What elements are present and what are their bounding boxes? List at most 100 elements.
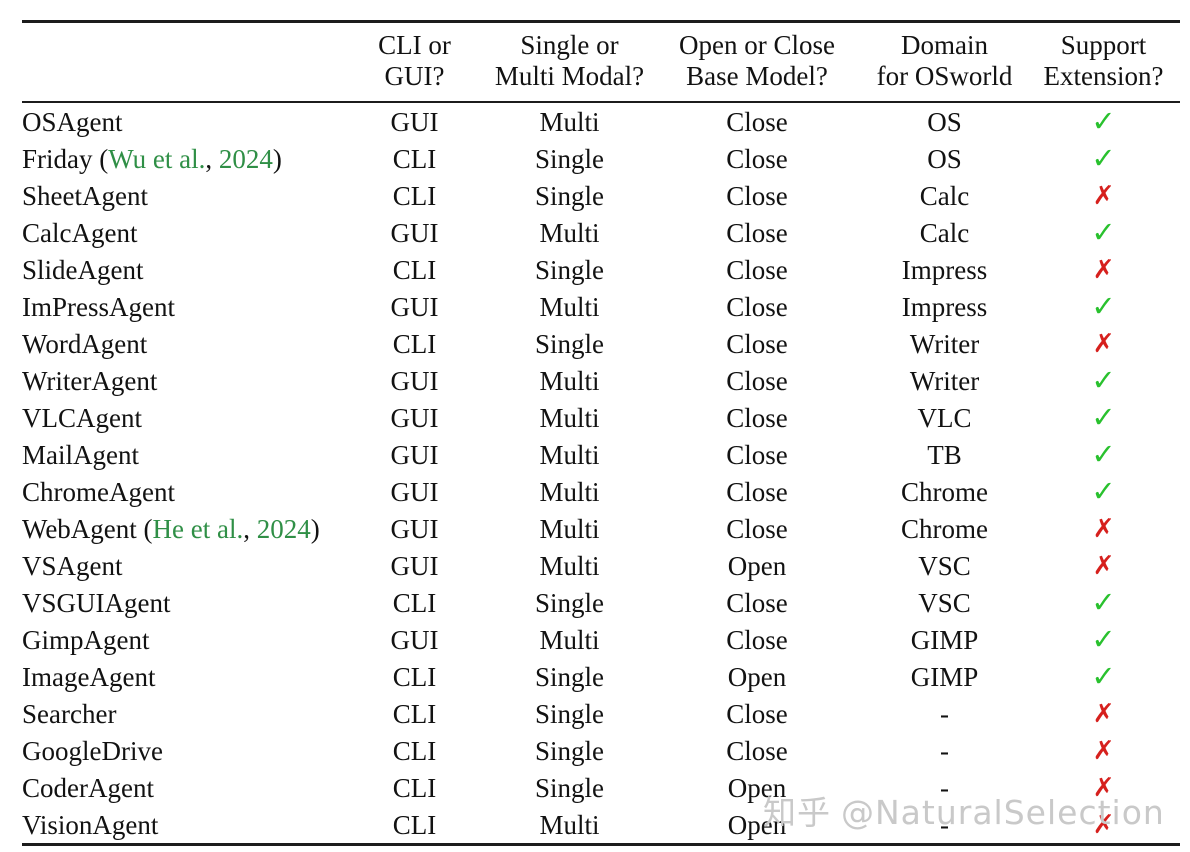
domain-cell: VLC [917,402,972,433]
domain-cell: Calc [919,217,970,248]
domain-cell: Writer [909,365,980,396]
zhihu-logo: 知乎 [763,793,831,832]
cli-or-gui-cell: GUI [390,624,439,655]
table-row: GoogleDrive CLI Single Close - ✗ [22,732,1180,769]
table-row: GimpAgent GUI Multi Close GIMP ✓ [22,621,1180,658]
agent-name-cell: Searcher [22,698,117,729]
support-extension-cell: ✗ [1027,695,1180,732]
modal-cell: Multi [539,217,600,248]
cross-icon: ✗ [1092,181,1115,211]
check-icon: ✓ [1091,400,1116,434]
check-icon: ✓ [1091,622,1116,656]
domain-cell: OS [927,106,962,137]
domain-cell: - [940,698,949,729]
support-extension-cell: ✓ [1027,658,1180,695]
domain-cell: - [940,735,949,766]
domain-cell: Chrome [901,476,988,507]
check-icon: ✓ [1091,585,1116,619]
check-icon: ✓ [1091,289,1116,323]
support-extension-cell: ✗ [1027,251,1180,288]
domain-cell: GIMP [910,661,979,692]
base-model-cell: Open [727,661,787,692]
cli-or-gui-cell: CLI [392,698,437,729]
cross-icon: ✗ [1092,773,1115,803]
agent-name-cell: SheetAgent [22,180,148,211]
base-model-cell: Open [727,772,787,803]
cross-icon: ✗ [1092,810,1115,840]
support-extension-cell: ✓ [1027,288,1180,325]
cross-icon: ✗ [1092,514,1115,544]
table-row: WordAgent CLI Single Close Writer ✗ [22,325,1180,362]
cli-or-gui-cell: GUI [390,476,439,507]
watermark: 知乎 @NaturalSelection [763,786,1165,834]
check-icon: ✓ [1091,474,1116,508]
header-row: CLI or GUI? Single or Multi Modal? Open … [22,21,1180,103]
cli-or-gui-cell: CLI [392,180,437,211]
modal-cell: Multi [539,809,600,840]
cli-or-gui-cell: CLI [392,809,437,840]
header-single-or-multi-modal: Single or Multi Modal? [487,21,652,103]
cli-or-gui-cell: CLI [392,254,437,285]
agent-name-cell: WordAgent [22,328,148,359]
cli-or-gui-cell: GUI [390,513,439,544]
table-header: CLI or GUI? Single or Multi Modal? Open … [22,21,1180,103]
table-row: WebAgent (He et al., 2024) GUI Multi Close C… [22,510,1180,547]
modal-cell: Single [534,587,604,618]
table-body: OSAgent GUI Multi Close OS ✓ Friday (Wu et al.… [22,102,1180,845]
base-model-cell: Close [726,180,788,211]
agent-name: Friday ( [22,143,109,174]
cross-icon: ✗ [1092,551,1115,581]
agent-name-cell: VSGUIAgent [22,587,171,618]
cli-or-gui-cell: CLI [392,328,437,359]
modal-cell: Single [534,143,604,174]
agent-name-cell: ChromeAgent [22,476,175,507]
header-open-or-close-base-model: Open or Close Base Model? [652,21,862,103]
support-extension-cell: ✗ [1027,547,1180,584]
support-extension-cell: ✓ [1027,399,1180,436]
modal-cell: Single [534,661,604,692]
check-icon: ✓ [1091,215,1116,249]
modal-cell: Multi [539,402,600,433]
cli-or-gui-cell: GUI [390,550,439,581]
base-model-cell: Close [726,698,788,729]
check-icon: ✓ [1091,363,1116,397]
cli-or-gui-cell: GUI [390,106,439,137]
base-model-cell: Close [726,587,788,618]
agent-name-cell: ImageAgent [22,661,156,692]
domain-cell: - [940,772,949,803]
cli-or-gui-cell: GUI [390,365,439,396]
modal-cell: Single [534,328,604,359]
table-row: OSAgent GUI Multi Close OS ✓ [22,102,1180,140]
base-model-cell: Close [726,402,788,433]
agent-name-cell: SlideAgent [22,254,144,285]
cli-or-gui-cell: CLI [392,772,437,803]
base-model-cell: Close [726,106,788,137]
table-row: WriterAgent GUI Multi Close Writer ✓ [22,362,1180,399]
base-model-cell: Close [726,735,788,766]
citation-close-paren: ) [310,513,320,544]
base-model-cell: Close [726,439,788,470]
support-extension-cell: ✗ [1027,177,1180,214]
support-extension-cell: ✗ [1027,769,1180,806]
check-icon: ✓ [1091,659,1116,693]
domain-cell: GIMP [910,624,979,655]
domain-cell: OS [927,143,962,174]
agent-name-cell: WebAgent (He et al., 2024) [22,510,342,547]
cli-or-gui-cell: CLI [392,661,437,692]
domain-cell: - [940,809,949,840]
modal-cell: Multi [539,365,600,396]
table-row: CalcAgent GUI Multi Close Calc ✓ [22,214,1180,251]
domain-cell: TB [927,439,962,470]
agent-name-cell: GoogleDrive [22,735,163,766]
agent-name-cell: GimpAgent [22,624,150,655]
base-model-cell: Close [726,624,788,655]
citation-close-paren: ) [272,143,282,174]
modal-cell: Single [534,180,604,211]
modal-cell: Multi [539,106,600,137]
support-extension-cell: ✗ [1027,806,1180,845]
agent-name-cell: CoderAgent [22,772,154,803]
domain-cell: Writer [909,328,980,359]
agent-name-cell: VSAgent [22,550,123,581]
base-model-cell: Close [726,513,788,544]
base-model-cell: Close [726,143,788,174]
